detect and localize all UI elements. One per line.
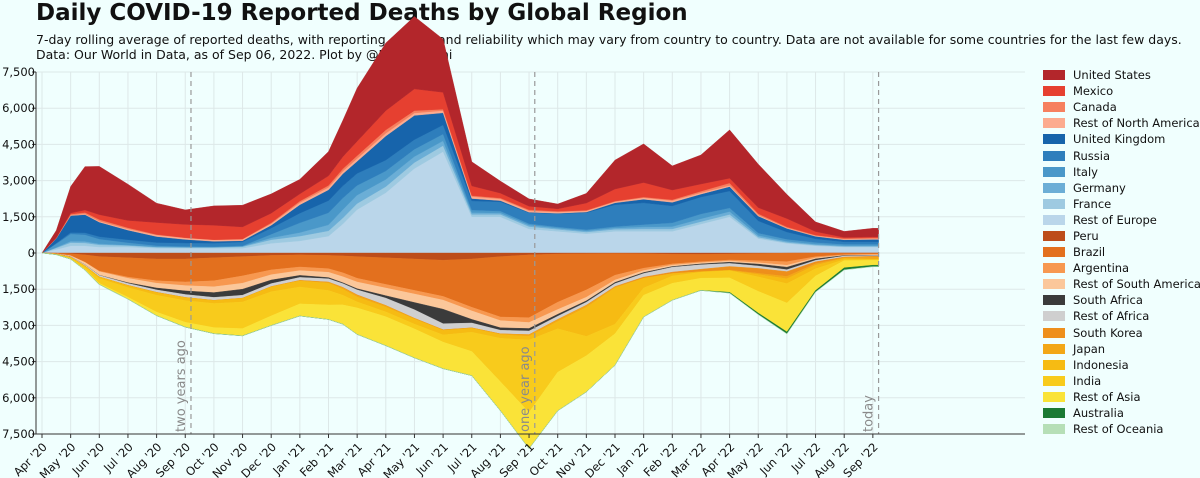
legend-label: South Africa: [1073, 293, 1143, 308]
legend-item: France: [1043, 196, 1200, 212]
y-tick-label: 7,500: [2, 427, 35, 441]
legend-label: Rest of North America: [1073, 116, 1200, 131]
annotation-label: two years ago: [174, 340, 189, 432]
legend-item: Argentina: [1043, 260, 1200, 276]
legend-item: Rest of Oceania: [1043, 421, 1200, 437]
legend-label: Russia: [1073, 148, 1110, 163]
legend-item: United Kingdom: [1043, 131, 1200, 147]
legend-swatch: [1043, 198, 1065, 209]
legend-item: Peru: [1043, 228, 1200, 244]
subtitle-line-2: Data: Our World in Data, as of Sep 06, 2…: [36, 47, 453, 62]
legend-label: India: [1073, 373, 1102, 388]
legend-label: Germany: [1073, 180, 1126, 195]
legend-label: Rest of Europe: [1073, 212, 1157, 227]
legend-swatch: [1043, 214, 1065, 225]
legend-swatch: [1043, 118, 1065, 129]
legend-swatch: [1043, 247, 1065, 258]
y-tick-label: 6,000: [2, 391, 35, 405]
y-tick-label: 3,000: [2, 174, 35, 188]
legend-swatch: [1043, 102, 1065, 113]
y-tick-label: 6,000: [2, 101, 35, 115]
area-united-states: [41, 16, 879, 254]
chart-title: Daily COVID-19 Reported Deaths by Global…: [36, 0, 688, 26]
y-tick-label: 0: [28, 246, 35, 260]
y-tick-label: 1,500: [2, 282, 35, 296]
y-tick-label: 3,000: [2, 318, 35, 332]
legend-item: Indonesia: [1043, 357, 1200, 373]
y-tick-label: 7,500: [2, 65, 35, 79]
legend-label: Australia: [1073, 406, 1124, 421]
legend-item: Rest of South America: [1043, 276, 1200, 292]
legend-item: South Korea: [1043, 325, 1200, 341]
subtitle-line-1: 7-day rolling average of reported deaths…: [36, 32, 1182, 47]
legend-swatch: [1043, 279, 1065, 290]
annotation-label: today: [862, 395, 877, 432]
y-axis: 7,500 6,000 4,500 3,000 1,500 0 1,500 3,000 4,50…: [2, 65, 37, 441]
legend-swatch: [1043, 327, 1065, 338]
legend-item: South Africa: [1043, 292, 1200, 308]
area-series: [41, 16, 879, 449]
legend-item: Rest of Asia: [1043, 389, 1200, 405]
legend-item: Australia: [1043, 405, 1200, 421]
area-rest-of-oceania: [41, 252, 879, 449]
legend-item: Japan: [1043, 341, 1200, 357]
legend-label: South Korea: [1073, 325, 1143, 340]
legend-label: Italy: [1073, 164, 1098, 179]
legend: United States Mexico Canada Rest of North A…: [1043, 67, 1200, 437]
annotations: two years ago one year ago today: [174, 72, 880, 434]
legend-label: Rest of Asia: [1073, 389, 1141, 404]
legend-swatch: [1043, 70, 1065, 81]
legend-swatch: [1043, 343, 1065, 354]
legend-item: United States: [1043, 67, 1200, 83]
legend-item: Russia: [1043, 147, 1200, 163]
annotation-label: one year ago: [518, 346, 533, 432]
legend-swatch: [1043, 134, 1065, 145]
legend-swatch: [1043, 375, 1065, 386]
legend-swatch: [1043, 182, 1065, 193]
x-tick-label: Jun '22: [756, 440, 794, 478]
legend-label: Rest of Africa: [1073, 309, 1150, 324]
legend-swatch: [1043, 424, 1065, 435]
legend-label: France: [1073, 196, 1112, 211]
legend-swatch: [1043, 408, 1065, 419]
legend-label: Rest of South America: [1073, 277, 1200, 292]
legend-label: Japan: [1073, 341, 1106, 356]
legend-item: Brazil: [1043, 244, 1200, 260]
legend-swatch: [1043, 263, 1065, 274]
legend-swatch: [1043, 311, 1065, 322]
legend-item: India: [1043, 373, 1200, 389]
legend-item: Rest of North America: [1043, 115, 1200, 131]
legend-swatch: [1043, 86, 1065, 97]
legend-label: Peru: [1073, 228, 1099, 243]
chart-subtitle: 7-day rolling average of reported deaths…: [36, 32, 1182, 62]
legend-item: Mexico: [1043, 83, 1200, 99]
legend-label: Brazil: [1073, 245, 1106, 260]
legend-item: Canada: [1043, 99, 1200, 115]
legend-item: Rest of Africa: [1043, 308, 1200, 324]
legend-item: Italy: [1043, 164, 1200, 180]
legend-label: Mexico: [1073, 84, 1114, 99]
legend-swatch: [1043, 391, 1065, 402]
legend-swatch: [1043, 295, 1065, 306]
legend-label: Canada: [1073, 100, 1117, 115]
legend-swatch: [1043, 166, 1065, 177]
legend-label: Rest of Oceania: [1073, 422, 1164, 437]
legend-swatch: [1043, 150, 1065, 161]
y-tick-label: 4,500: [2, 355, 35, 369]
legend-label: Argentina: [1073, 261, 1130, 276]
x-tick-label: Jun '21: [412, 440, 450, 478]
legend-label: Indonesia: [1073, 357, 1129, 372]
y-tick-label: 4,500: [2, 137, 35, 151]
legend-item: Germany: [1043, 180, 1200, 196]
legend-swatch: [1043, 230, 1065, 241]
legend-item: Rest of Europe: [1043, 212, 1200, 228]
x-tick-label: Jun '20: [69, 440, 107, 478]
legend-swatch: [1043, 359, 1065, 370]
y-tick-label: 1,500: [2, 210, 35, 224]
legend-label: United Kingdom: [1073, 132, 1166, 147]
legend-label: United States: [1073, 68, 1151, 83]
